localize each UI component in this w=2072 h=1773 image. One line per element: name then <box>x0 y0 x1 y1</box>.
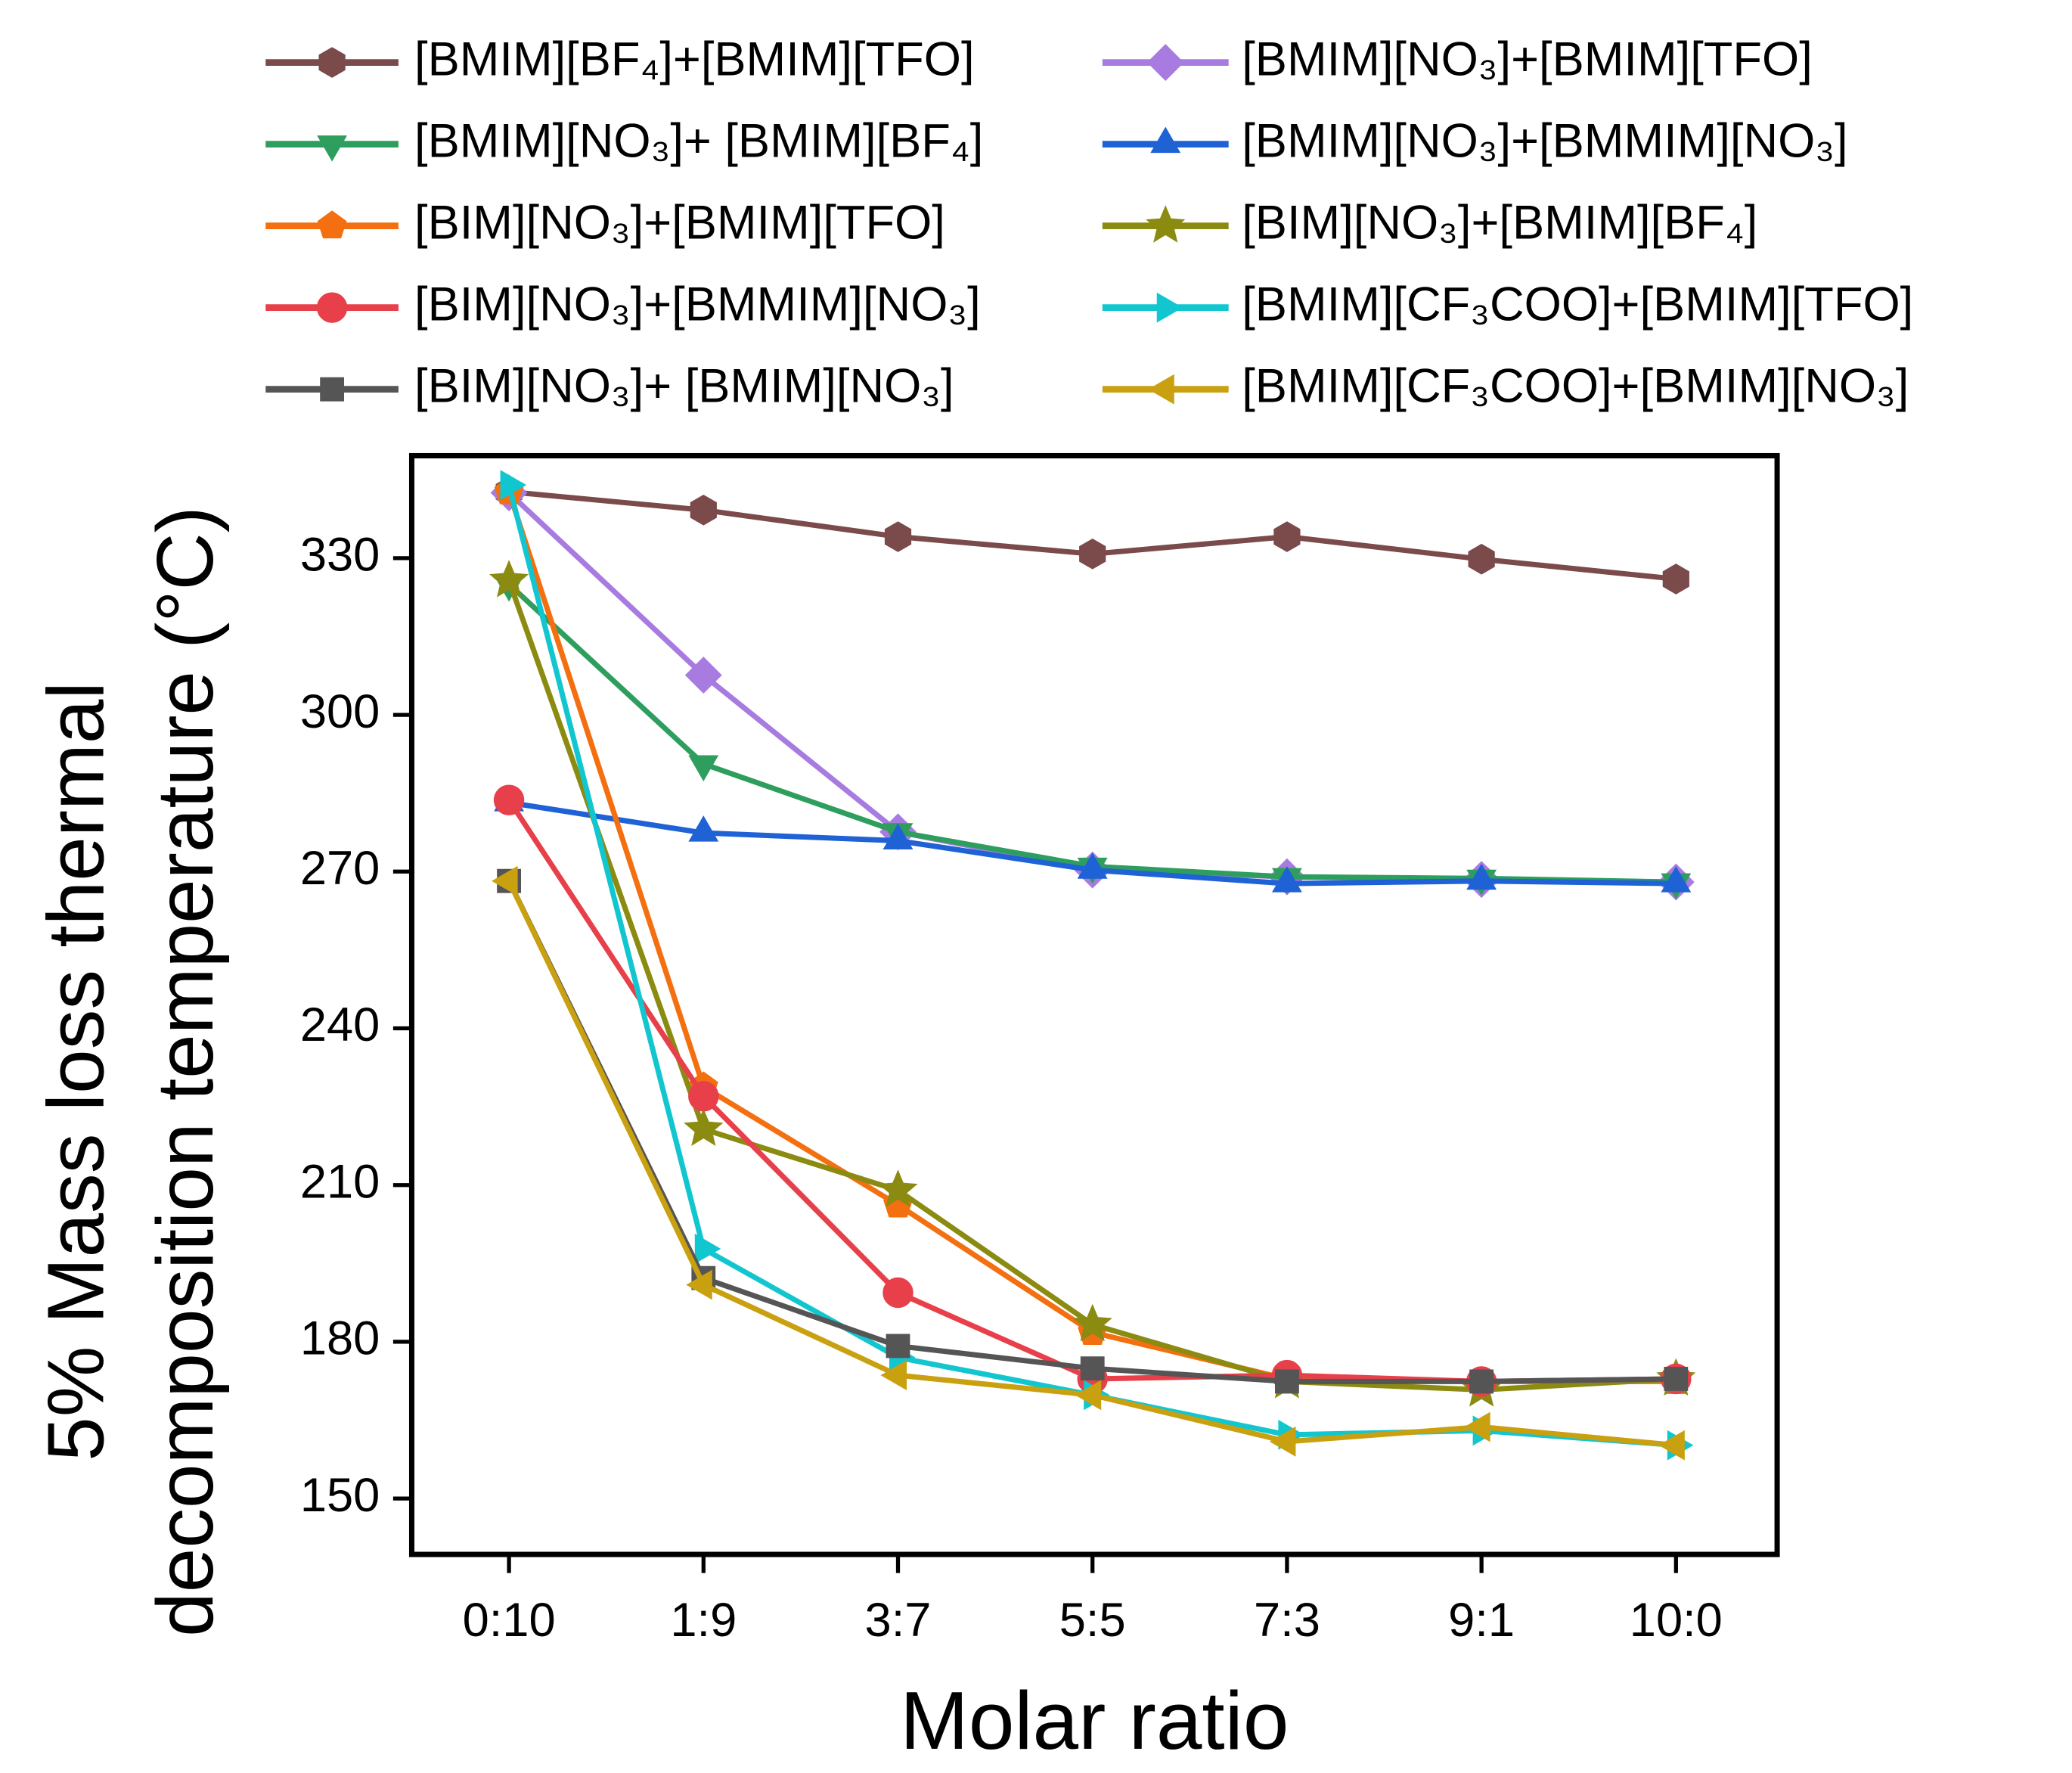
marker <box>1269 1426 1296 1457</box>
legend-label: [BIM][NO₃]+[BMIM][TFO] <box>414 196 945 249</box>
marker <box>500 470 527 501</box>
marker <box>1662 564 1689 595</box>
x-tick-label: 5:5 <box>1059 1594 1126 1647</box>
marker <box>317 135 348 162</box>
x-tick-label: 1:9 <box>670 1594 737 1647</box>
legend-label: [BMIM][CF₃COO]+[BMIM][NO₃] <box>1242 359 1909 412</box>
marker <box>317 210 347 239</box>
marker <box>688 755 719 782</box>
y-tick-label: 270 <box>300 842 380 895</box>
y-tick-label: 210 <box>300 1155 380 1208</box>
legend-label: [BMIM][NO₃]+[BMIM][TFO] <box>1242 33 1813 85</box>
marker <box>882 823 913 850</box>
marker <box>1146 205 1186 243</box>
x-axis-title: Molar ratio <box>900 1675 1289 1767</box>
marker <box>1150 126 1181 154</box>
x-tick-label: 7:3 <box>1254 1594 1320 1647</box>
marker <box>1148 374 1174 405</box>
marker <box>1464 1411 1490 1442</box>
marker <box>1077 852 1108 879</box>
marker <box>1468 543 1495 575</box>
marker <box>684 657 722 694</box>
marker <box>884 521 912 552</box>
legend-label: [BMIM][NO₃]+[BMMIM][NO₃] <box>1242 114 1847 167</box>
series-line <box>506 484 1677 1449</box>
x-tick-label: 9:1 <box>1448 1594 1515 1647</box>
marker <box>684 1108 724 1146</box>
marker <box>316 292 348 323</box>
marker <box>1271 866 1302 893</box>
marker <box>1273 521 1301 552</box>
legend-label: [BIM][NO₃]+ [BMIM][NO₃] <box>414 359 954 412</box>
marker <box>1146 44 1184 82</box>
legend-label: [BMIM][NO₃]+ [BMIM][BF₄] <box>414 114 983 167</box>
marker <box>1080 1356 1105 1381</box>
marker <box>320 377 345 402</box>
x-tick-label: 10:0 <box>1630 1594 1723 1647</box>
marker <box>688 815 719 842</box>
legend-label: [BMIM][BF₄]+[BMIM][TFO] <box>414 33 975 85</box>
marker <box>1075 1380 1102 1411</box>
marker <box>880 1360 907 1391</box>
y-axis-title: 5% Mass loss thermal <box>33 682 121 1461</box>
y-axis-title: decomposition temperature (°C) <box>141 506 230 1637</box>
y-tick-label: 180 <box>300 1312 380 1365</box>
legend-label: [BMIM][CF₃COO]+[BMIM][TFO] <box>1242 278 1913 331</box>
series-line <box>506 579 1677 1393</box>
y-tick-label: 300 <box>300 685 380 738</box>
marker <box>493 784 525 815</box>
marker <box>688 1081 719 1112</box>
marker <box>1275 1369 1299 1394</box>
marker <box>882 1277 913 1309</box>
marker <box>690 494 717 526</box>
marker <box>1079 539 1106 570</box>
marker <box>1469 1369 1494 1394</box>
marker <box>1156 292 1183 323</box>
y-tick-label: 150 <box>300 1469 380 1522</box>
marker <box>686 1269 712 1300</box>
marker <box>886 1334 910 1358</box>
marker <box>492 865 518 896</box>
legend-label: [BIM][NO₃]+[BMIM][BF₄] <box>1242 196 1757 249</box>
marker <box>489 560 529 598</box>
marker <box>694 1234 721 1264</box>
marker <box>878 1169 918 1207</box>
marker <box>1658 1430 1685 1461</box>
y-tick-label: 240 <box>300 998 380 1051</box>
y-tick-label: 330 <box>300 529 380 582</box>
x-tick-label: 3:7 <box>865 1594 932 1647</box>
marker <box>1664 1367 1689 1391</box>
marker <box>318 47 346 78</box>
marker <box>1072 1303 1112 1342</box>
marker <box>1466 863 1497 890</box>
series-line <box>507 582 1677 885</box>
x-tick-label: 0:10 <box>463 1594 556 1647</box>
marker <box>1661 866 1692 893</box>
legend-label: [BIM][NO₃]+[BMMIM][NO₃] <box>414 278 981 331</box>
